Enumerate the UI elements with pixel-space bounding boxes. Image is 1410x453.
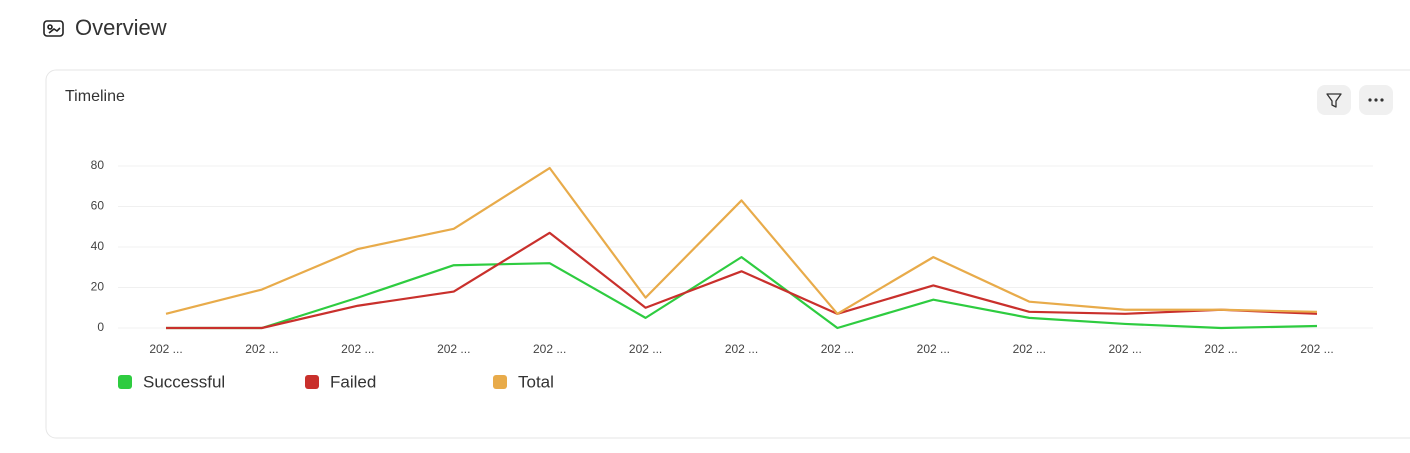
x-tick-label: 202 ... <box>917 342 950 356</box>
x-tick-label: 202 ... <box>725 342 758 356</box>
y-tick-label: 80 <box>91 158 105 172</box>
y-tick-label: 20 <box>91 280 105 294</box>
y-tick-label: 0 <box>97 320 104 334</box>
x-tick-label: 202 ... <box>149 342 182 356</box>
x-tick-label: 202 ... <box>1204 342 1237 356</box>
y-tick-label: 40 <box>91 239 105 253</box>
legend-swatch <box>305 375 319 389</box>
more-button[interactable] <box>1359 85 1393 115</box>
x-tick-label: 202 ... <box>533 342 566 356</box>
legend-label: Failed <box>330 372 376 391</box>
legend-swatch <box>118 375 132 389</box>
x-tick-label: 202 ... <box>1108 342 1141 356</box>
chart-title: Timeline <box>65 88 125 105</box>
x-tick-label: 202 ... <box>821 342 854 356</box>
filter-button[interactable] <box>1317 85 1351 115</box>
card <box>45 69 1410 439</box>
page-title: Overview <box>75 15 167 40</box>
legend-label: Total <box>518 372 554 391</box>
x-tick-label: 202 ... <box>437 342 470 356</box>
series-line <box>166 256 1318 330</box>
x-tick-label: 202 ... <box>341 342 374 356</box>
series-line <box>166 231 1318 330</box>
y-tick-label: 60 <box>91 199 105 213</box>
legend-swatch <box>493 375 507 389</box>
series-line <box>165 166 1318 315</box>
x-tick-label: 202 ... <box>1300 342 1333 356</box>
x-tick-label: 202 ... <box>1013 342 1046 356</box>
overview-icon <box>43 20 64 37</box>
x-tick-label: 202 ... <box>245 342 278 356</box>
x-tick-label: 202 ... <box>629 342 662 356</box>
legend-label: Successful <box>143 372 225 391</box>
